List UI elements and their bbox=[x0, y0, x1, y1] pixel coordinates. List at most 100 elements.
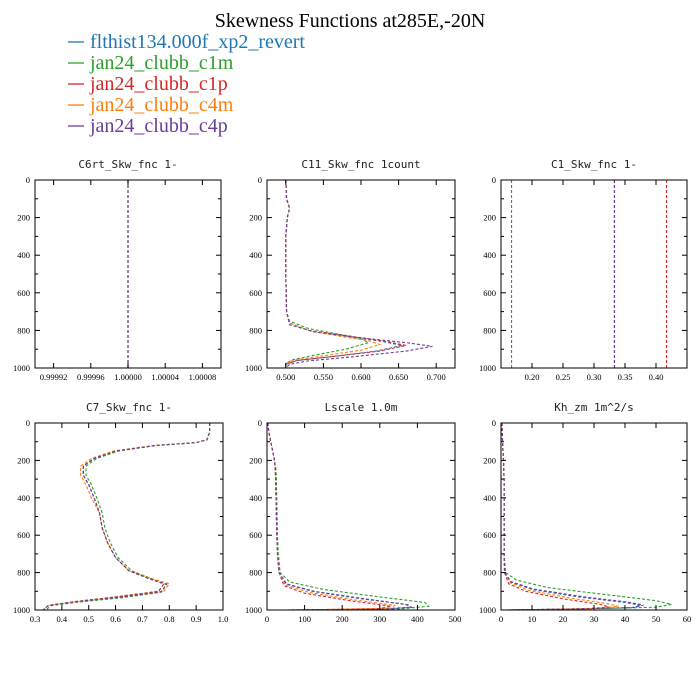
y-tick-label: 1000 bbox=[13, 363, 30, 373]
y-tick-label: 1000 bbox=[245, 363, 262, 373]
series-line-3 bbox=[267, 423, 392, 610]
y-tick-label: 800 bbox=[483, 568, 496, 578]
series-line-4 bbox=[501, 423, 619, 610]
x-tick-label: 0.5 bbox=[83, 614, 94, 624]
y-tick-label: 400 bbox=[17, 493, 30, 503]
series-line-2 bbox=[45, 423, 211, 610]
plot-frame bbox=[500, 422, 688, 611]
y-tick-label: 400 bbox=[17, 250, 30, 260]
series-line-1 bbox=[285, 180, 403, 368]
panel-title: Lscale 1.0m bbox=[325, 401, 398, 414]
panel-2: C11_Skw_fnc 1count 0 200 400 600 800 1000 0.500… bbox=[245, 158, 456, 382]
panel-3: C1_Skw_fnc 1- 0 200 400 600 800 1000 0.20 0.25 0.… bbox=[479, 158, 688, 382]
series-line-5 bbox=[501, 423, 644, 610]
series-group bbox=[285, 180, 433, 368]
series-line-1 bbox=[501, 423, 641, 610]
x-tick-label: 50 bbox=[652, 614, 661, 624]
x-tick-label: 0.35 bbox=[618, 372, 633, 382]
y-tick-label: 200 bbox=[483, 213, 496, 223]
y-tick-label: 800 bbox=[17, 325, 30, 335]
plot-frame bbox=[500, 179, 688, 369]
y-tick-label: 0 bbox=[492, 175, 496, 185]
x-tick-label: 0 bbox=[265, 614, 269, 624]
x-tick-label: 30 bbox=[590, 614, 599, 624]
y-tick-label: 0 bbox=[26, 175, 30, 185]
y-tick-label: 600 bbox=[249, 530, 262, 540]
x-tick-label: 0.550 bbox=[314, 372, 333, 382]
panel-title: C7_Skw_fnc 1- bbox=[86, 401, 172, 414]
x-tick-label: 500 bbox=[449, 614, 462, 624]
series-group bbox=[42, 423, 211, 610]
x-tick-label: 0.600 bbox=[351, 372, 370, 382]
plot-frame bbox=[34, 179, 222, 369]
series-line-5 bbox=[267, 423, 414, 610]
series-group bbox=[267, 423, 430, 610]
x-tick-label: 1.00000 bbox=[114, 372, 142, 382]
series-group bbox=[501, 423, 672, 610]
series-line-2 bbox=[501, 423, 672, 610]
x-tick-label: 300 bbox=[373, 614, 386, 624]
x-tick-label: 0 bbox=[499, 614, 503, 624]
plot-frame bbox=[266, 422, 456, 611]
y-tick-label: 1000 bbox=[479, 605, 496, 615]
x-tick-label: 200 bbox=[336, 614, 349, 624]
y-tick-label: 200 bbox=[249, 213, 262, 223]
x-tick-label: 0.700 bbox=[427, 372, 446, 382]
series-line-2 bbox=[285, 180, 371, 368]
series-line-3 bbox=[42, 423, 211, 610]
plot-frame bbox=[34, 422, 224, 611]
x-tick-label: 0.30 bbox=[587, 372, 602, 382]
x-tick-label: 0.8 bbox=[164, 614, 175, 624]
x-tick-label: 1.00004 bbox=[151, 372, 179, 382]
legend-label: jan24_clubb_c4p bbox=[89, 115, 228, 137]
x-tick-label: 10 bbox=[528, 614, 537, 624]
x-tick-label: 0.7 bbox=[137, 614, 148, 624]
legend-entry: flthist134.000f_xp2_revert bbox=[68, 31, 305, 53]
series-line-5 bbox=[42, 423, 211, 610]
y-tick-label: 600 bbox=[483, 288, 496, 298]
y-tick-label: 200 bbox=[17, 455, 30, 465]
legend-entry: jan24_clubb_c4p bbox=[68, 115, 228, 137]
panel-title: C6rt_Skw_fnc 1- bbox=[78, 158, 177, 171]
y-tick-label: 400 bbox=[249, 250, 262, 260]
series-line-4 bbox=[267, 423, 397, 610]
x-tick-label: 20 bbox=[559, 614, 568, 624]
y-tick-label: 600 bbox=[17, 530, 30, 540]
x-tick-label: 0.500 bbox=[276, 372, 295, 382]
y-tick-label: 0 bbox=[258, 418, 262, 428]
x-tick-label: 0.4 bbox=[57, 614, 68, 624]
y-tick-label: 0 bbox=[492, 418, 496, 428]
x-tick-label: 1.0 bbox=[218, 614, 229, 624]
series-line-1 bbox=[267, 423, 412, 610]
x-tick-label: 0.99996 bbox=[77, 372, 105, 382]
x-tick-label: 0.650 bbox=[389, 372, 408, 382]
y-tick-label: 0 bbox=[26, 418, 30, 428]
x-tick-label: 0.9 bbox=[191, 614, 202, 624]
series-line-4 bbox=[285, 180, 382, 368]
series-line-4 bbox=[42, 423, 211, 610]
legend-entry: jan24_clubb_c1p bbox=[68, 73, 228, 95]
y-tick-label: 0 bbox=[258, 175, 262, 185]
x-tick-label: 0.25 bbox=[556, 372, 571, 382]
y-tick-label: 800 bbox=[249, 325, 262, 335]
y-tick-label: 1000 bbox=[13, 605, 30, 615]
panel-title: C1_Skw_fnc 1- bbox=[551, 158, 637, 171]
y-tick-label: 600 bbox=[483, 530, 496, 540]
panel-title: Kh_zm 1m^2/s bbox=[554, 401, 633, 414]
y-tick-label: 400 bbox=[249, 493, 262, 503]
y-tick-label: 200 bbox=[483, 455, 496, 465]
x-tick-label: 0.20 bbox=[525, 372, 540, 382]
y-tick-label: 800 bbox=[483, 325, 496, 335]
legend-label: jan24_clubb_c1p bbox=[89, 73, 228, 95]
series-group bbox=[510, 180, 668, 368]
series-line-1 bbox=[42, 423, 211, 610]
y-tick-label: 200 bbox=[17, 213, 30, 223]
y-tick-label: 1000 bbox=[479, 363, 496, 373]
x-tick-label: 0.6 bbox=[110, 614, 121, 624]
y-tick-label: 800 bbox=[249, 568, 262, 578]
x-tick-label: 60 bbox=[683, 614, 692, 624]
legend-entry: jan24_clubb_c1m bbox=[68, 52, 234, 74]
series-line-2 bbox=[267, 423, 430, 610]
